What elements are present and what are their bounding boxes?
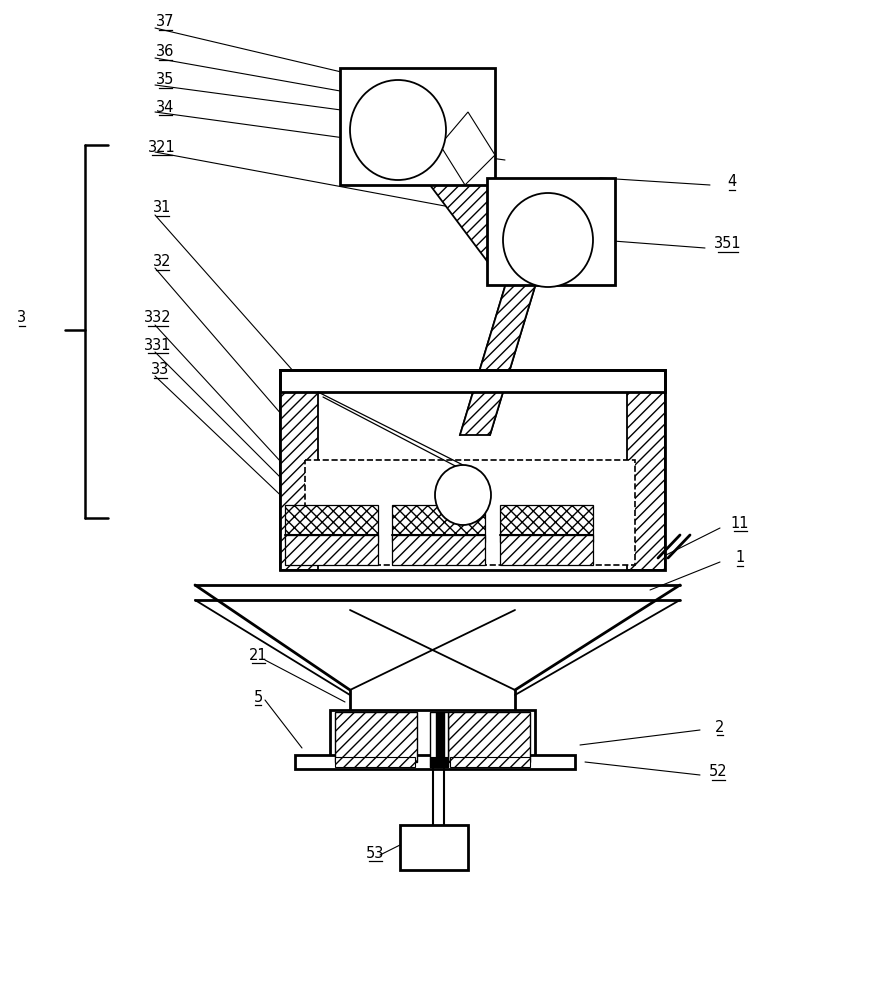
- Bar: [330, 710, 535, 765]
- Bar: [400, 825, 468, 870]
- Bar: [430, 712, 448, 767]
- Ellipse shape: [503, 193, 593, 287]
- Bar: [285, 505, 378, 542]
- Bar: [436, 712, 444, 767]
- Text: 52: 52: [709, 764, 727, 780]
- Bar: [448, 712, 530, 762]
- Bar: [280, 370, 318, 570]
- Text: 1: 1: [735, 550, 745, 566]
- Polygon shape: [430, 185, 565, 265]
- Polygon shape: [440, 112, 495, 185]
- Bar: [500, 535, 593, 565]
- Text: 34: 34: [156, 100, 174, 114]
- Text: 33: 33: [151, 362, 169, 377]
- Text: 35: 35: [156, 73, 174, 88]
- Bar: [487, 178, 615, 285]
- Bar: [440, 757, 448, 767]
- Bar: [430, 757, 438, 767]
- Text: 21: 21: [249, 648, 268, 662]
- Bar: [500, 505, 593, 542]
- Bar: [450, 757, 530, 767]
- Bar: [285, 535, 378, 565]
- Ellipse shape: [350, 80, 446, 180]
- Text: 3: 3: [17, 310, 27, 326]
- Text: 332: 332: [144, 310, 172, 326]
- Text: 31: 31: [153, 200, 171, 216]
- Bar: [305, 460, 635, 565]
- Bar: [340, 68, 495, 185]
- Text: 11: 11: [731, 516, 749, 530]
- Bar: [295, 755, 575, 769]
- Bar: [392, 535, 485, 565]
- Ellipse shape: [435, 465, 491, 525]
- Text: 4: 4: [727, 174, 737, 190]
- Text: 351: 351: [714, 236, 742, 251]
- Bar: [627, 370, 665, 570]
- Text: 321: 321: [148, 139, 176, 154]
- Text: 36: 36: [156, 44, 174, 60]
- Bar: [280, 370, 665, 570]
- Text: 331: 331: [144, 338, 172, 353]
- Polygon shape: [460, 270, 540, 435]
- Bar: [335, 712, 417, 762]
- Text: 37: 37: [156, 14, 175, 29]
- Text: 32: 32: [153, 254, 171, 269]
- Text: 2: 2: [715, 720, 725, 734]
- Bar: [280, 370, 665, 392]
- Text: 53: 53: [366, 846, 384, 860]
- Text: 5: 5: [254, 690, 262, 704]
- Bar: [335, 757, 415, 767]
- Bar: [392, 505, 485, 542]
